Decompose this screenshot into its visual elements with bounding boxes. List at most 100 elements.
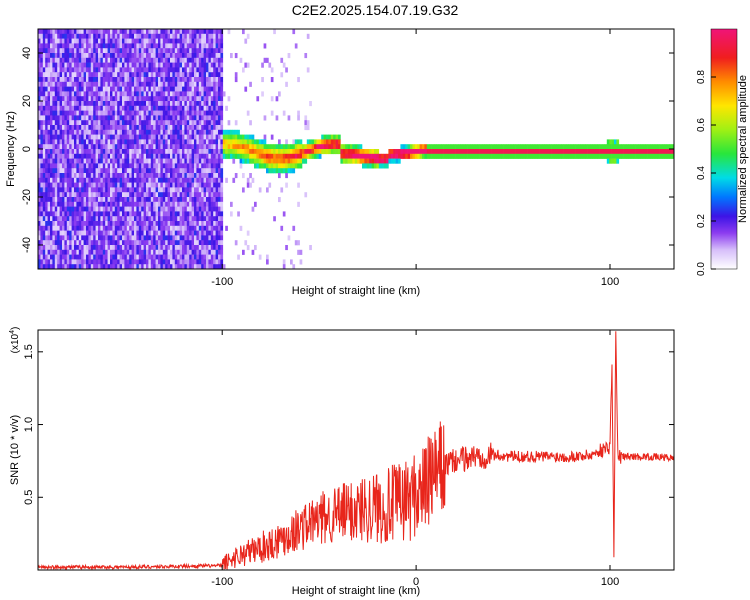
- spectrogram-cell: [170, 163, 173, 169]
- spectrogram-cell: [129, 254, 132, 260]
- spectrogram-cell: [623, 144, 627, 150]
- spectrogram-cell: [191, 134, 195, 140]
- spectrogram-cell: [122, 120, 125, 126]
- spectrogram-cell: [194, 96, 197, 102]
- spectrogram-cell: [215, 221, 219, 227]
- spectrogram-cell: [88, 144, 92, 150]
- spectrogram-cell: [165, 105, 168, 111]
- spectrogram-cell: [158, 197, 161, 203]
- spectrogram-cell: [54, 57, 58, 63]
- colorbar-gradient: [710, 28, 738, 270]
- spectrogram-cell: [172, 173, 176, 179]
- spectrogram-cell: [59, 144, 63, 150]
- spectrogram-cell: [306, 33, 310, 39]
- spectrogram-cell: [179, 125, 183, 131]
- spectrogram-cell: [539, 149, 543, 155]
- spectrogram-cell: [50, 144, 53, 150]
- spectrogram-cell: [232, 134, 236, 140]
- spectrogram-cell: [117, 115, 120, 121]
- spectrogram-cell: [174, 81, 178, 87]
- spectrogram-cell: [194, 216, 197, 222]
- spectrogram-cell: [102, 115, 106, 121]
- spectrogram-cell: [146, 139, 149, 145]
- spectrogram-cell: [544, 153, 548, 159]
- spectrogram-cell: [357, 149, 360, 155]
- spectrogram-cell: [194, 163, 197, 169]
- spectrogram-cell: [83, 254, 87, 260]
- spectrogram-cell: [122, 177, 125, 183]
- spectrogram-cell: [93, 139, 96, 145]
- spectrogram-cell: [93, 48, 96, 54]
- spectrogram-cell: [100, 192, 104, 198]
- spectrogram-cell: [206, 29, 209, 35]
- spectrogram-cell: [208, 77, 212, 83]
- spectrogram-cell: [189, 86, 192, 92]
- spectrogram-cell: [527, 149, 531, 155]
- spectrogram-cell: [131, 72, 135, 78]
- spectrogram-cell: [160, 259, 164, 265]
- spectrogram-cell: [47, 197, 51, 203]
- spectrogram-cell: [230, 211, 233, 217]
- spectrogram-cell: [383, 158, 387, 164]
- spectrogram-cell: [100, 153, 104, 159]
- spectrogram-cell: [78, 264, 82, 269]
- spectrogram-cell: [114, 158, 118, 164]
- spectrogram-cell: [50, 129, 53, 135]
- spectrogram-cell: [66, 187, 70, 193]
- spectrogram-cell: [215, 53, 219, 59]
- spectrogram-cell: [102, 77, 106, 83]
- spectrogram-cell: [136, 254, 140, 260]
- spectrogram-cell: [213, 29, 216, 35]
- spectrogram-cell: [110, 144, 113, 150]
- spectrogram-cell: [131, 43, 135, 49]
- spectrogram-cell: [52, 29, 56, 35]
- spectrogram-cell: [196, 235, 200, 241]
- spectrogram-cell: [150, 211, 154, 217]
- spectrogram-cell: [148, 53, 152, 59]
- spectrogram-cell: [50, 192, 53, 198]
- spectrogram-cell: [71, 48, 75, 54]
- spectrogram-cell: [119, 144, 123, 150]
- spectrogram-cell: [405, 149, 408, 155]
- spectrogram-cell: [417, 153, 420, 159]
- spectrogram-cell: [134, 249, 137, 255]
- spectrogram-cell: [515, 149, 519, 155]
- spectrogram-cell: [88, 249, 92, 255]
- spectrogram-cell: [470, 144, 473, 150]
- spectrogram-cell: [218, 153, 221, 159]
- spectrogram-cell: [98, 81, 101, 87]
- spectrogram-cell: [54, 249, 58, 255]
- spectrogram-cell: [203, 206, 207, 212]
- spectrogram-cell: [146, 158, 149, 164]
- spectrogram-cell: [47, 259, 51, 265]
- spectrogram-cell: [78, 168, 82, 174]
- spectrogram-cell: [208, 249, 212, 255]
- spectrogram-cell: [146, 201, 149, 207]
- spectrogram-cell: [645, 149, 648, 155]
- spectrogram-cell: [213, 221, 216, 227]
- spectrogram-cell: [640, 144, 644, 150]
- spectrogram-cell: [206, 62, 209, 68]
- spectrogram-cell: [69, 221, 72, 227]
- spectrogram-cell: [143, 254, 147, 260]
- spectrogram-cell: [218, 77, 221, 83]
- spectrogram-cell: [66, 254, 70, 260]
- spectrogram-cell: [347, 149, 351, 155]
- spectrogram-cell: [196, 144, 200, 150]
- spectrogram-cell: [220, 134, 224, 140]
- spectrogram-cell: [102, 105, 106, 111]
- spectrogram-cell: [59, 43, 63, 49]
- spectrogram-cell: [201, 91, 204, 97]
- spectrogram-cell: [88, 91, 92, 97]
- spectrogram-cell: [172, 158, 176, 164]
- spectrogram-cell: [551, 144, 555, 150]
- spectrogram-cell: [50, 67, 53, 73]
- spectrogram-cell: [198, 221, 202, 227]
- spectrogram-cell: [170, 254, 173, 260]
- spectrogram-cell: [69, 101, 72, 107]
- spectrogram-cell: [98, 235, 101, 241]
- spectrogram-cell: [162, 129, 166, 135]
- spectrogram-cell: [170, 120, 173, 126]
- spectrogram-cell: [167, 240, 171, 246]
- spectrogram-cell: [150, 96, 154, 102]
